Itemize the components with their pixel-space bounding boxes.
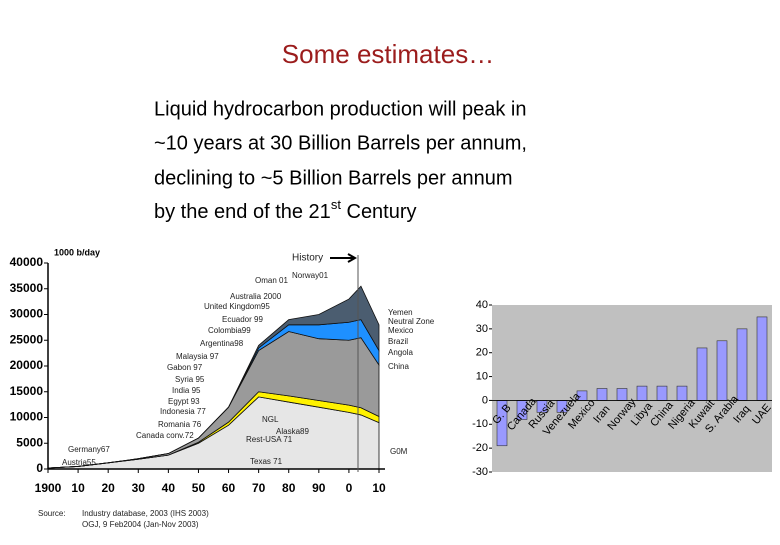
y-tick-label: 25000 — [10, 332, 44, 346]
y-tick-label: 10 — [476, 370, 488, 382]
x-tick-label: 90 — [312, 481, 326, 495]
annotation: Ecuador 99 — [222, 315, 263, 324]
annotation: Germany67 — [68, 445, 110, 454]
body-text: by the end of the 21 — [154, 201, 331, 223]
annotation: Norway01 — [292, 271, 329, 280]
y-tick-label: 35000 — [10, 281, 44, 295]
annotation: China — [388, 362, 409, 371]
y-tick-label: -10 — [472, 418, 488, 430]
y-tick-label: 20000 — [10, 358, 44, 372]
annotation: Neutral Zone — [388, 317, 435, 326]
y-tick-label: 40 — [476, 299, 488, 311]
x-tick-label: 70 — [252, 481, 266, 495]
y-tick-label: 30000 — [10, 307, 44, 321]
annotation: United Kingdom95 — [204, 302, 270, 311]
bar — [676, 385, 688, 401]
body-line: Liquid hydrocarbon production will peak … — [154, 98, 526, 120]
source-text: OGJ, 9 Feb2004 (Jan-Nov 2003) — [82, 520, 199, 529]
annotation: India 95 — [172, 386, 201, 395]
annotation: Oman 01 — [255, 276, 288, 285]
y-tick-label: 5000 — [16, 435, 43, 449]
bar — [696, 347, 708, 401]
annotation: Mexico — [388, 326, 414, 335]
source-text: Industry database, 2003 (IHS 2003) — [82, 509, 209, 518]
annotation: NGL — [262, 415, 279, 424]
annotation: Angola — [388, 348, 413, 357]
x-tick-label: 60 — [222, 481, 236, 495]
annotation: Rest-USA 71 — [246, 435, 293, 444]
annotation: Australia 2000 — [230, 292, 282, 301]
y-tick-label: 40000 — [10, 255, 44, 269]
bar — [736, 328, 748, 401]
body-text: Century — [341, 201, 417, 223]
y-tick-label: -20 — [472, 442, 488, 454]
annotation: Texas 71 — [250, 457, 283, 466]
annotation: Syria 95 — [175, 375, 205, 384]
annotation: Yemen — [388, 308, 413, 317]
annotations: History Oman 01 Norway01 Australia 2000 … — [38, 253, 435, 529]
annotation: Canada conv.72 — [136, 431, 194, 440]
annotation: Egypt 93 — [168, 397, 200, 406]
annotation: Gabon 97 — [167, 363, 203, 372]
x-tick-label: 20 — [102, 481, 116, 495]
annotation: Argentina98 — [200, 339, 244, 348]
y-tick-label: 15000 — [10, 384, 44, 398]
y-tick-label: 10000 — [10, 410, 44, 424]
slide-title: Some estimates… — [282, 39, 494, 69]
y-tick-label: -30 — [472, 466, 488, 478]
x-tick-label: 1900 — [35, 481, 62, 495]
history-arrow — [330, 253, 358, 263]
y-tick-label: 20 — [476, 347, 488, 359]
annotation: History — [292, 253, 323, 264]
area-band — [47, 285, 380, 469]
x-tick-label: 0 — [346, 481, 353, 495]
annotation: Alaska89 — [276, 427, 309, 436]
x-tick-label: 10 — [71, 481, 85, 495]
annotation: Colombia99 — [208, 326, 251, 335]
x-tick-label: 30 — [132, 481, 146, 495]
annotation: Austria55 — [62, 458, 96, 467]
plot-background — [492, 305, 772, 472]
area-chart: 1000 b/day 0 5000 10000 15000 20000 25000 30000… — [10, 247, 386, 495]
body-line: declining to ~5 Billion Barrels per annu… — [154, 167, 513, 189]
bar — [596, 388, 608, 401]
annotation: G0M — [390, 447, 408, 456]
bar — [716, 340, 728, 401]
y-tick-label: 0 — [482, 394, 488, 406]
x-tick-label: 40 — [162, 481, 176, 495]
x-tick-label: 10 — [372, 481, 386, 495]
bar — [616, 388, 628, 401]
source-label: Source: — [38, 509, 66, 518]
bar — [756, 316, 768, 401]
annotation: Malaysia 97 — [176, 352, 219, 361]
x-tick-label: 50 — [192, 481, 206, 495]
y-tick-label: 30 — [476, 323, 488, 335]
y-axis-label: 1000 b/day — [54, 247, 100, 257]
body-line: by the end of the 21st Century — [154, 197, 417, 223]
superscript: st — [331, 197, 342, 212]
body-line: ~10 years at 30 Billion Barrels per annu… — [154, 132, 527, 154]
annotation: Brazil — [388, 337, 408, 346]
x-tick-label: 80 — [282, 481, 296, 495]
annotation: Indonesia 77 — [160, 407, 206, 416]
bar — [656, 385, 668, 401]
bar — [636, 385, 648, 401]
annotation: Romania 76 — [158, 420, 202, 429]
y-tick-label: 0 — [36, 461, 43, 475]
